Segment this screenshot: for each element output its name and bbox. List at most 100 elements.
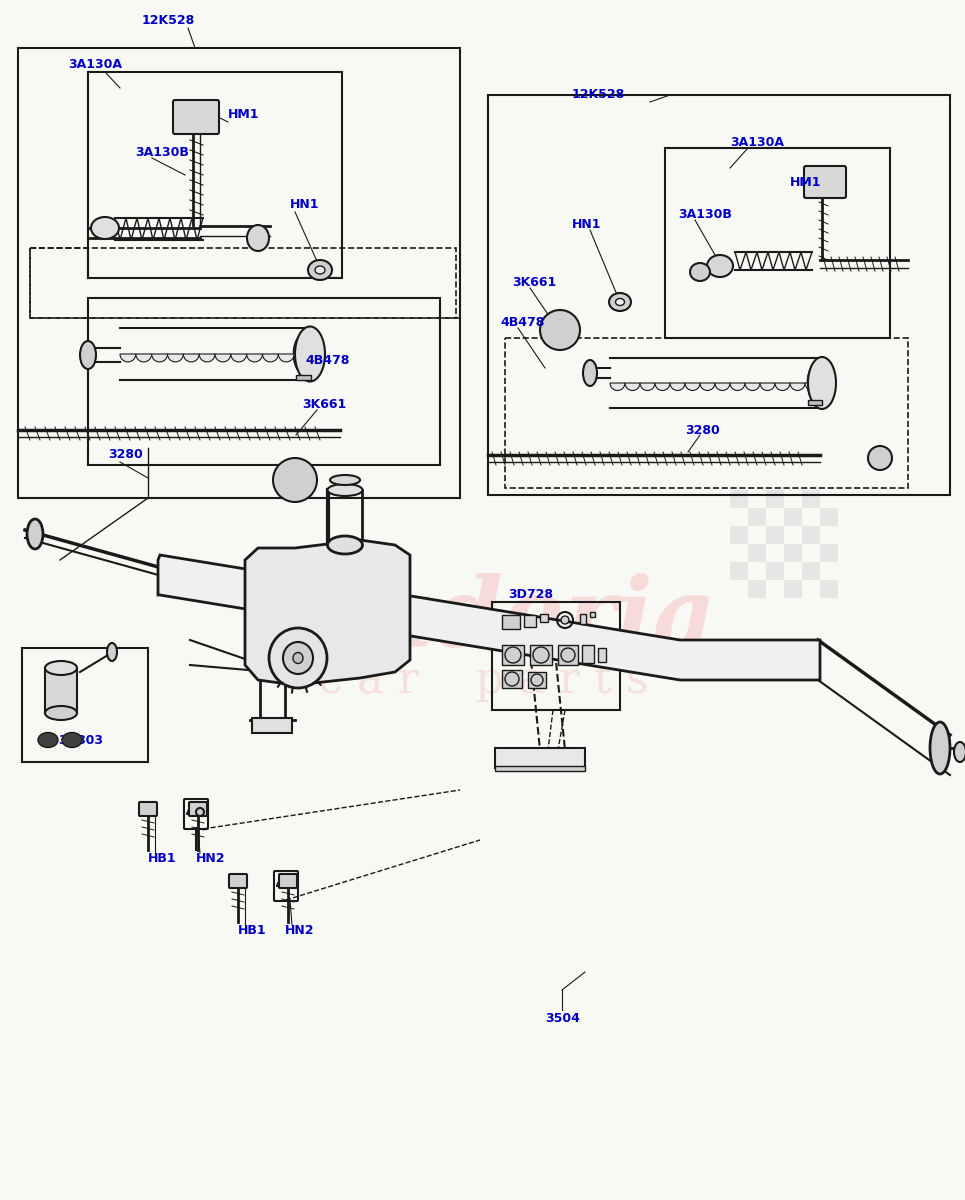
Wedge shape — [745, 383, 760, 390]
Bar — [784, 580, 802, 598]
Bar — [540, 614, 548, 622]
Bar — [18, 48, 460, 498]
Ellipse shape — [808, 358, 836, 409]
Ellipse shape — [327, 484, 363, 496]
Bar — [665, 148, 890, 338]
Ellipse shape — [930, 722, 950, 774]
Text: 12K528: 12K528 — [142, 13, 195, 26]
Bar — [88, 72, 342, 278]
Bar — [530, 646, 552, 665]
Bar — [748, 544, 766, 562]
Text: 3K661: 3K661 — [302, 398, 346, 412]
Ellipse shape — [616, 299, 624, 306]
Wedge shape — [120, 354, 136, 362]
Text: 12K528: 12K528 — [571, 89, 624, 102]
Text: 3A130A: 3A130A — [730, 136, 784, 149]
Bar — [808, 400, 822, 404]
Bar — [784, 544, 802, 562]
Text: 3280: 3280 — [108, 449, 143, 462]
Ellipse shape — [107, 643, 117, 661]
Bar — [802, 490, 820, 508]
Text: 4B478: 4B478 — [500, 316, 544, 329]
Ellipse shape — [330, 475, 360, 485]
Bar — [766, 562, 784, 580]
Ellipse shape — [583, 360, 597, 386]
Ellipse shape — [295, 326, 325, 382]
Circle shape — [540, 310, 580, 350]
Wedge shape — [655, 383, 670, 390]
Wedge shape — [715, 383, 730, 390]
Bar — [45, 668, 77, 713]
Wedge shape — [152, 354, 168, 362]
Bar — [495, 766, 585, 770]
Bar — [784, 508, 802, 526]
Text: HM1: HM1 — [228, 108, 260, 121]
Bar — [730, 562, 748, 580]
Bar — [558, 646, 578, 665]
Text: HN1: HN1 — [290, 198, 319, 211]
Text: c a r    p a r t s: c a r p a r t s — [317, 659, 648, 702]
Wedge shape — [215, 354, 231, 362]
Text: 3D728: 3D728 — [508, 588, 553, 601]
Bar — [580, 614, 586, 624]
Ellipse shape — [293, 653, 303, 664]
Wedge shape — [262, 354, 278, 362]
Polygon shape — [158, 554, 820, 680]
Circle shape — [273, 458, 317, 502]
Ellipse shape — [45, 706, 77, 720]
Ellipse shape — [609, 293, 631, 311]
Text: 3280: 3280 — [685, 424, 720, 437]
Ellipse shape — [954, 742, 965, 762]
Bar — [502, 646, 524, 665]
Wedge shape — [790, 383, 805, 390]
Bar — [802, 526, 820, 544]
Text: 3A130B: 3A130B — [678, 209, 731, 222]
Bar — [820, 508, 838, 526]
Wedge shape — [685, 383, 700, 390]
Ellipse shape — [45, 661, 77, 674]
Wedge shape — [183, 354, 199, 362]
FancyBboxPatch shape — [804, 166, 846, 198]
Bar — [22, 648, 148, 762]
Bar — [505, 338, 908, 488]
Bar — [502, 670, 522, 688]
Wedge shape — [775, 383, 790, 390]
Wedge shape — [805, 383, 820, 390]
Text: 3504: 3504 — [545, 1012, 580, 1025]
FancyBboxPatch shape — [229, 874, 247, 888]
Circle shape — [868, 446, 892, 470]
Wedge shape — [199, 354, 215, 362]
Wedge shape — [730, 383, 745, 390]
Text: 4B478: 4B478 — [305, 354, 349, 366]
Bar — [502, 614, 520, 629]
Wedge shape — [625, 383, 640, 390]
Ellipse shape — [80, 341, 96, 370]
Bar — [88, 298, 440, 464]
Ellipse shape — [247, 226, 269, 251]
Wedge shape — [700, 383, 715, 390]
Bar — [598, 648, 606, 662]
Text: HN2: HN2 — [285, 924, 315, 936]
Ellipse shape — [707, 254, 733, 277]
Bar — [590, 612, 595, 617]
FancyBboxPatch shape — [139, 802, 157, 816]
Ellipse shape — [327, 536, 363, 554]
Ellipse shape — [62, 732, 82, 748]
Bar — [524, 614, 536, 626]
Text: HN1: HN1 — [572, 218, 601, 232]
Polygon shape — [245, 540, 410, 685]
Text: 3N803: 3N803 — [58, 733, 103, 746]
Ellipse shape — [38, 732, 58, 748]
Wedge shape — [760, 383, 775, 390]
Bar — [528, 672, 546, 688]
Bar — [748, 580, 766, 598]
Bar — [495, 748, 585, 768]
Bar — [488, 95, 950, 494]
Text: scuderia: scuderia — [250, 572, 716, 667]
Wedge shape — [136, 354, 152, 362]
Text: HM1: HM1 — [790, 175, 821, 188]
Wedge shape — [640, 383, 655, 390]
FancyBboxPatch shape — [189, 802, 207, 816]
Ellipse shape — [91, 217, 119, 239]
Bar — [766, 490, 784, 508]
